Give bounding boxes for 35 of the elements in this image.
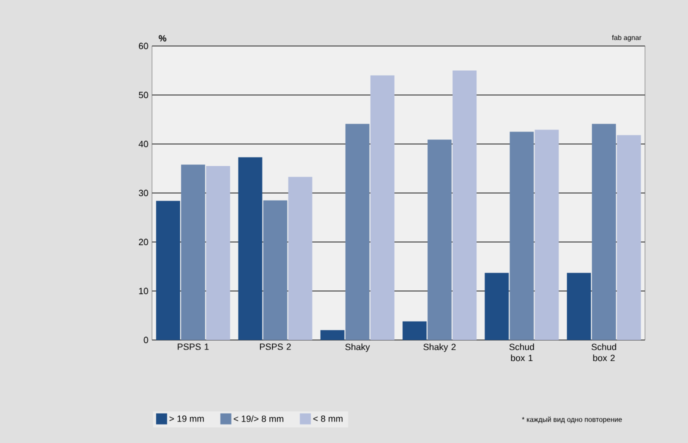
bar [238,157,262,340]
bar [206,166,230,340]
x-tick-label: Shaky [345,344,370,352]
bar [452,70,477,340]
y-tick-label: 40 [138,140,148,148]
bar [263,200,288,340]
y-axis-title: % [158,35,166,42]
bar [534,130,559,340]
y-tick-label: 0 [144,336,148,344]
legend-label: > 19 mm [170,415,204,422]
y-tick-label: 50 [138,92,148,98]
bar [428,140,452,340]
bar [181,164,206,340]
y-tick-label: 10 [139,288,148,294]
bar [402,321,427,340]
bar [288,176,312,340]
x-tick-label: Schud box 2 [592,344,616,362]
bar [320,330,344,340]
legend-label: < 8 mm [313,415,343,422]
legend-label: < 19/> 8 mm [234,415,284,422]
x-tick-label: Shaky 2 [423,344,456,352]
y-tick-label: 60 [138,42,148,50]
x-tick-label: PSPS 2 [260,344,291,350]
bar [616,135,641,340]
y-tick-label: 20 [138,238,148,246]
bar [510,132,534,340]
bar [592,124,616,340]
bar [156,200,180,340]
x-tick-label: Schud box 1 [509,344,534,362]
bar [566,272,591,340]
bar [484,272,509,340]
y-tick-label: 30 [138,190,148,196]
bar [345,124,370,340]
bar [370,75,394,340]
x-tick-label: PSPS 1 [178,344,209,350]
